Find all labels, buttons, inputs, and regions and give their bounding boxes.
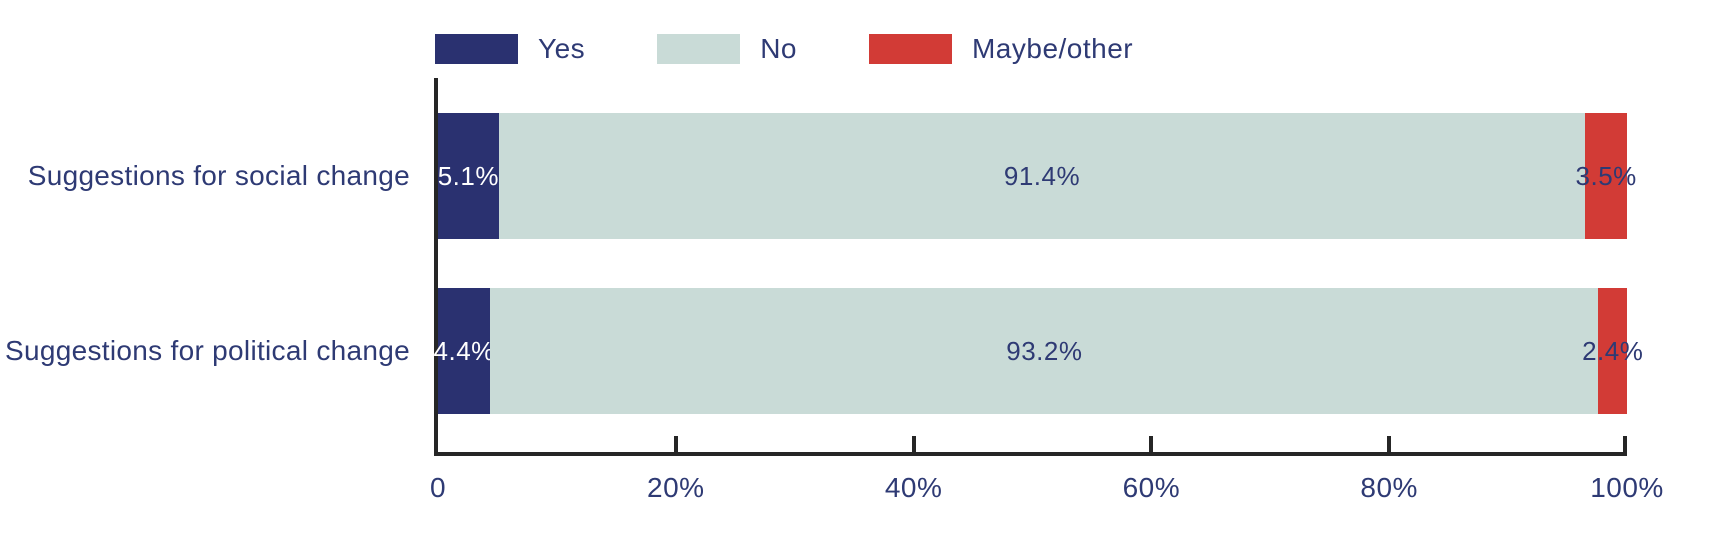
chart-legend: Yes No Maybe/other xyxy=(435,33,1205,65)
x-axis-tick xyxy=(911,436,916,452)
bar-row: 4.4% 93.2% 2.4% xyxy=(434,288,1643,414)
plot-area: 5.1% 91.4% 3.5% 4.4% 93.2% 2.4% xyxy=(434,78,1643,456)
x-axis-tick xyxy=(1387,436,1392,452)
x-axis-labels: 0 20% 40% 60% 80% 100% xyxy=(430,472,1663,506)
legend-swatch-icon xyxy=(868,34,952,64)
legend-swatch-icon xyxy=(657,34,741,64)
legend-item: No xyxy=(657,33,797,65)
bar-value-label: 91.4% xyxy=(1003,160,1081,191)
x-axis-tick xyxy=(1623,436,1627,452)
bar-segment-maybe-other: 2.4% xyxy=(1582,288,1643,414)
x-axis-tick-label: 0 xyxy=(429,472,447,503)
x-axis-tick-label: 100% xyxy=(1590,472,1664,503)
x-axis-tick-label: 80% xyxy=(1360,472,1418,503)
bar-row: 5.1% 91.4% 3.5% xyxy=(438,113,1636,239)
category-label: Suggestions for political change xyxy=(5,335,410,366)
legend-label: No xyxy=(760,33,797,64)
bar-segment-maybe-other: 3.5% xyxy=(1576,113,1636,239)
x-axis-tick xyxy=(1149,436,1154,452)
legend-label: Yes xyxy=(538,33,586,64)
category-label: Suggestions for social change xyxy=(27,160,410,191)
bar-value-label: 93.2% xyxy=(1006,335,1083,366)
bar-segment-no: 93.2% xyxy=(490,288,1599,414)
bar-value-label: 2.4% xyxy=(1582,335,1644,366)
x-axis-tick-label: 60% xyxy=(1122,472,1181,503)
x-axis-tick-label: 40% xyxy=(884,472,943,503)
legend-label: Maybe/other xyxy=(971,33,1134,64)
bar-segment-no: 91.4% xyxy=(498,113,1586,239)
bar-value-label: 4.4% xyxy=(433,335,495,366)
legend-item: Maybe/other xyxy=(868,33,1134,65)
bar-segment-yes: 4.4% xyxy=(434,288,494,414)
legend-swatch-icon xyxy=(435,34,518,64)
bar-segment-yes: 5.1% xyxy=(438,113,499,239)
bar-value-label: 3.5% xyxy=(1575,160,1637,191)
legend-item: Yes xyxy=(435,33,585,65)
x-axis-tick-label: 20% xyxy=(647,472,705,503)
x-axis-tick xyxy=(673,436,678,452)
bar-value-label: 5.1% xyxy=(437,160,499,191)
